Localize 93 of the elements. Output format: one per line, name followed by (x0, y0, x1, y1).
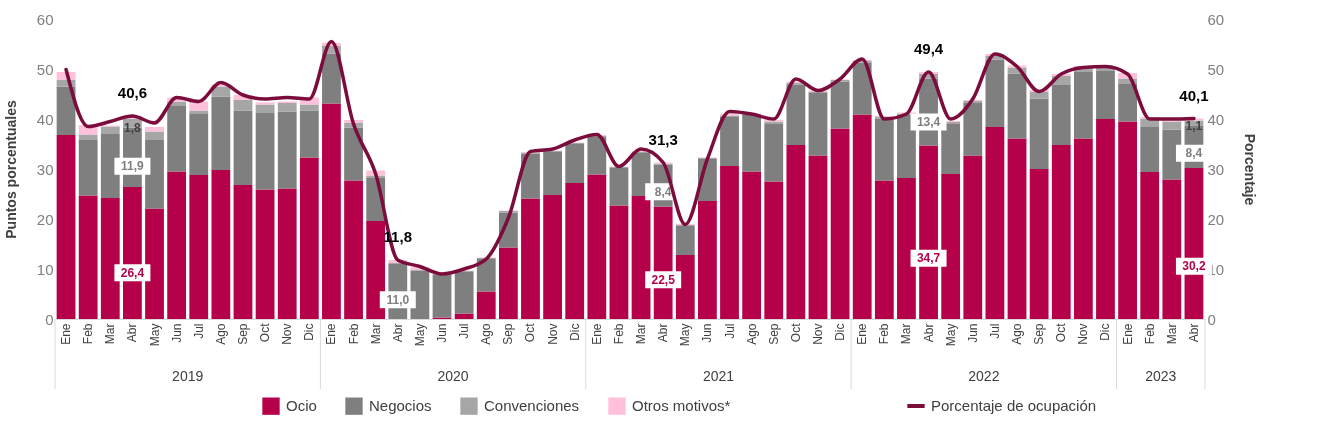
x-tick-label: May (147, 323, 162, 347)
x-tick-label: Oct (1054, 322, 1069, 343)
x-tick-label: Ene (855, 323, 870, 345)
x-tick-label: Ene (589, 323, 604, 345)
x-tick-label: Dic (1098, 323, 1113, 341)
y2-tick-label: 40 (1207, 110, 1225, 128)
data-label: 22,5 (651, 272, 676, 287)
x-tick-label: May (943, 323, 958, 347)
x-tick-label: Ago (744, 323, 759, 345)
data-label: 11,0 (386, 292, 410, 307)
data-label: 13,4 (916, 115, 941, 130)
y-tick-label: 30 (36, 160, 54, 178)
x-tick-label: Sep (1032, 323, 1047, 345)
legend-label: Ocio (286, 397, 317, 415)
x-tick-label: Abr (1186, 323, 1201, 343)
x-tick-label: Mar (103, 323, 118, 345)
x-tick-label: Feb (81, 323, 96, 345)
x-tick-label: Ene (59, 323, 74, 345)
x-tick-label: Mar (899, 323, 914, 345)
text: 2021 (702, 368, 735, 384)
data-label: 31,3 (648, 130, 678, 148)
x-tick-label: May (412, 323, 427, 347)
x-tick-label: Feb (346, 323, 361, 345)
x-tick-label: Feb (877, 323, 892, 345)
legend-label: Convenciones (484, 397, 580, 415)
x-tick-label: Dic (567, 323, 582, 341)
x-tick-label: Oct (258, 322, 273, 343)
x-tick-label: Nov (545, 323, 560, 345)
legend-label: Negocios (369, 397, 432, 415)
x-tick-label: May (678, 323, 693, 347)
text: 2020 (437, 368, 469, 384)
x-tick-label: Nov (1076, 323, 1091, 345)
x-tick-label: Dic (302, 323, 317, 341)
x-tick-label: Ago (213, 323, 228, 345)
x-tick-label: Jun (700, 323, 715, 343)
data-label: 1,8 (124, 120, 142, 135)
y2-tick-label: 10 (1207, 260, 1225, 278)
y2-tick-label: 50 (1207, 60, 1225, 78)
x-tick-label: Abr (390, 323, 405, 343)
x-tick-label: Mar (634, 323, 649, 345)
x-tick-label: Jun (169, 323, 184, 343)
x-tick-label: Sep (235, 323, 250, 345)
data-label: 34,7 (916, 251, 941, 266)
x-tick-label: Jul (457, 323, 472, 339)
x-tick-label: Sep (766, 323, 781, 345)
x-tick-label: Jun (435, 323, 450, 343)
y2-tick-label: 60 (1207, 10, 1225, 28)
data-label: 40,1 (1179, 86, 1209, 104)
x-tick-label: Ene (1120, 323, 1135, 345)
x-tick-label: Abr (656, 323, 671, 343)
x-tick-label: Sep (501, 323, 516, 345)
x-tick-label: Ene (324, 323, 339, 345)
data-label: 30,2 (1182, 259, 1206, 274)
x-tick-label: Ago (1010, 323, 1025, 345)
x-tick-label: Abr (921, 323, 936, 343)
data-label: 49,4 (913, 40, 944, 57)
x-tick-label: Abr (125, 323, 140, 343)
x-tick-label: Jun (965, 323, 980, 343)
y-tick-label: 0 (45, 310, 54, 328)
x-tick-label: Jul (191, 323, 206, 339)
data-label: 11,9 (121, 159, 145, 174)
x-tick-label: Dic (833, 323, 848, 341)
x-tick-label: Mar (1164, 323, 1179, 345)
legend-label: Porcentaje de ocupación (931, 397, 1097, 414)
y-axis-title: Puntos porcentuales (2, 100, 19, 239)
x-tick-label: Oct (523, 322, 538, 343)
text: 2022 (968, 368, 1000, 384)
y-tick-label: 40 (36, 110, 54, 128)
y-tick-label: 10 (36, 260, 54, 278)
data-label: 8,4 (654, 184, 672, 199)
text: 2019 (172, 368, 204, 384)
x-tick-label: Jul (722, 323, 737, 339)
text: 2023 (1145, 368, 1177, 384)
y2-tick-label: 0 (1207, 310, 1216, 328)
x-tick-label: Ago (479, 323, 494, 345)
y2-tick-label: 20 (1207, 210, 1225, 228)
x-tick-label: Mar (368, 323, 383, 345)
x-tick-label: Jul (987, 323, 1002, 339)
y2-axis-title: Porcentaje (1242, 133, 1259, 206)
data-label: 8,4 (1185, 146, 1203, 161)
legend-label: Otros motivos* (632, 397, 731, 415)
x-tick-label: Feb (611, 323, 626, 345)
data-label: 26,4 (120, 265, 145, 280)
y2-tick-label: 30 (1207, 160, 1225, 178)
y-tick-label: 60 (36, 10, 54, 28)
x-tick-label: Feb (1142, 323, 1157, 345)
y-tick-label: 50 (36, 60, 54, 78)
data-label: 1,1 (1185, 119, 1203, 133)
x-tick-label: Nov (280, 323, 295, 345)
x-tick-label: Nov (810, 323, 825, 345)
y-tick-label: 20 (36, 210, 54, 228)
data-label: 40,6 (117, 84, 148, 101)
x-tick-label: Oct (788, 322, 803, 343)
